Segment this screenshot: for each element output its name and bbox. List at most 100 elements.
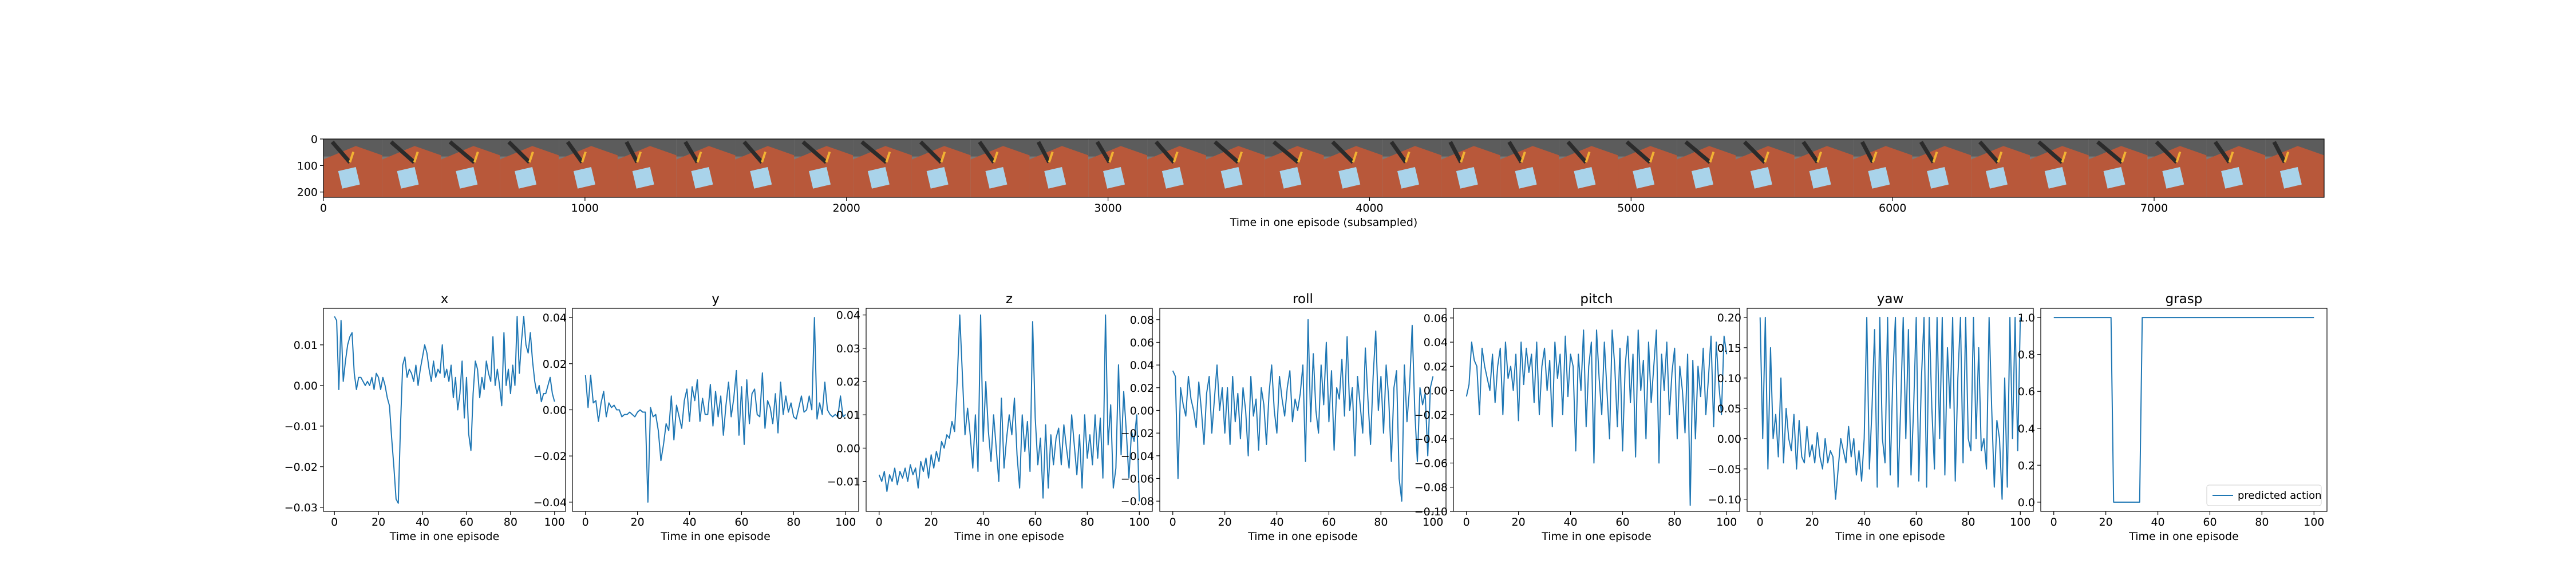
x-tick-label: 4000 bbox=[1356, 202, 1383, 214]
y-tick-label: 0.08 bbox=[1130, 314, 1154, 327]
episode-frame bbox=[1265, 139, 1324, 197]
y-tick-label: 0.00 bbox=[543, 404, 567, 417]
panel-z: 0 20 40 60 80 100 −0.01 0.00 0.01 0.02 0.03 0.04 z Ti… bbox=[827, 292, 1153, 543]
x-tick-label: 5000 bbox=[1617, 202, 1645, 214]
y-tick-label: −0.01 bbox=[827, 476, 860, 488]
episode-frames-strip: 0 1000 2000 3000 4000 5000 6000 7000 0 100 200 Time… bbox=[297, 133, 2325, 229]
plot-frame bbox=[1747, 308, 2034, 512]
y-tick-label: 0.02 bbox=[836, 376, 860, 388]
episode-frame bbox=[676, 139, 736, 197]
plot-frame bbox=[572, 308, 859, 512]
episode-frame bbox=[853, 139, 912, 197]
x-tick-label: 100 bbox=[2010, 516, 2030, 529]
episode-frame bbox=[1912, 139, 1971, 197]
x-tick-label: 80 bbox=[1961, 516, 1975, 529]
series-line bbox=[334, 316, 555, 504]
episode-frame bbox=[735, 139, 795, 197]
episode-frame bbox=[1147, 139, 1206, 197]
episode-frame bbox=[1206, 139, 1265, 197]
episode-frame bbox=[1323, 139, 1383, 197]
y-tick-label: 0.4 bbox=[2018, 423, 2035, 435]
x-tick-label: 7000 bbox=[2140, 202, 2168, 214]
x-tick-label: 20 bbox=[1218, 516, 1232, 529]
series-line bbox=[1172, 319, 1434, 502]
x-tick-label: 100 bbox=[2304, 516, 2324, 529]
y-tick-label: 200 bbox=[297, 186, 318, 199]
series-line bbox=[1759, 316, 2021, 500]
panel-title: z bbox=[1006, 292, 1013, 307]
episode-frame bbox=[911, 139, 971, 197]
y-tick-label: 0.2 bbox=[2018, 459, 2035, 472]
y-tick-label: 0 bbox=[311, 133, 318, 146]
episode-frame bbox=[382, 139, 441, 197]
y-tick-label: −0.03 bbox=[285, 502, 318, 514]
series-line bbox=[2053, 317, 2314, 503]
y-tick-label: −0.08 bbox=[1415, 482, 1448, 494]
panel-x: 0 20 40 60 80 100 −0.03 −0.02 −0.01 0.00 0.01 x Time… bbox=[285, 292, 566, 543]
y-tick-label: 0.01 bbox=[294, 339, 318, 352]
episode-frame bbox=[2088, 139, 2148, 197]
series-line bbox=[878, 314, 1140, 502]
y-tick-label: −0.08 bbox=[1121, 495, 1154, 508]
legend-label: predicted action bbox=[2238, 490, 2322, 502]
episode-frame bbox=[1618, 139, 1677, 197]
episode-frame bbox=[1794, 139, 1854, 197]
x-tick-label: 60 bbox=[1615, 516, 1629, 529]
x-tick-label: 80 bbox=[2255, 516, 2269, 529]
panel-title: grasp bbox=[2166, 292, 2203, 307]
y-tick-label: −0.04 bbox=[534, 496, 567, 509]
y-tick-label: 0.05 bbox=[1717, 403, 1741, 415]
x-tick-label: 0 bbox=[1463, 516, 1470, 529]
y-tick-label: 0.06 bbox=[1424, 312, 1448, 325]
x-tick-label: 20 bbox=[1805, 516, 1819, 529]
y-tick-label: 0.20 bbox=[1717, 312, 1741, 324]
episode-frame bbox=[559, 139, 618, 197]
panel-grasp: 0 20 40 60 80 100 0.0 0.2 0.4 0.6 0.8 1.0 grasp Time … bbox=[2018, 292, 2328, 543]
x-tick-label: 0 bbox=[331, 516, 338, 529]
x-tick-label: 20 bbox=[924, 516, 938, 529]
y-tick-label: 0.00 bbox=[1130, 404, 1154, 417]
x-tick-label: 20 bbox=[2099, 516, 2113, 529]
y-tick-label: 0.6 bbox=[2018, 386, 2035, 398]
panel-title: pitch bbox=[1580, 292, 1613, 307]
panel-title: y bbox=[712, 292, 720, 307]
y-tick-label: 0.00 bbox=[1424, 385, 1448, 398]
x-tick-label: 60 bbox=[460, 516, 473, 529]
y-tick-label: 0.02 bbox=[1424, 360, 1448, 373]
episode-frame bbox=[1559, 139, 1618, 197]
y-tick-label: −0.10 bbox=[1415, 506, 1448, 518]
plot-frame bbox=[1159, 308, 1447, 512]
y-tick-label: 0.02 bbox=[1130, 382, 1154, 395]
x-tick-label: 20 bbox=[1512, 516, 1526, 529]
x-tick-label: 40 bbox=[976, 516, 990, 529]
y-tick-label: 0.10 bbox=[1717, 372, 1741, 385]
y-tick-label: 1.0 bbox=[2018, 312, 2035, 324]
episode-frame bbox=[2030, 139, 2089, 197]
y-tick-label: 0.04 bbox=[1130, 359, 1154, 372]
y-tick-label: 0.06 bbox=[1130, 336, 1154, 349]
episode-frame bbox=[1971, 139, 2030, 197]
x-axis-label: Time in one episode bbox=[389, 530, 500, 543]
y-tick-label: 0.04 bbox=[836, 309, 860, 322]
x-tick-label: 60 bbox=[2203, 516, 2217, 529]
panel-title: roll bbox=[1293, 292, 1313, 307]
episode-frame bbox=[1736, 139, 1795, 197]
y-tick-label: 0.00 bbox=[1717, 433, 1741, 446]
x-tick-label: 80 bbox=[1668, 516, 1681, 529]
x-tick-label: 100 bbox=[835, 516, 856, 529]
x-axis-label: Time in one episode bbox=[1247, 530, 1358, 543]
x-tick-label: 40 bbox=[1857, 516, 1871, 529]
action-panels: 0 20 40 60 80 100−0.03−0.02−0.010.000.01xTime… bbox=[285, 292, 2328, 543]
y-tick-label: −0.02 bbox=[285, 461, 318, 474]
panel-title: yaw bbox=[1877, 292, 1904, 307]
x-tick-label: 80 bbox=[1080, 516, 1094, 529]
x-tick-label: 20 bbox=[372, 516, 385, 529]
x-axis-label: Time in one episode bbox=[660, 530, 771, 543]
y-tick-label: −0.02 bbox=[1121, 427, 1154, 440]
y-tick-label: 0.01 bbox=[836, 409, 860, 422]
episode-frame bbox=[2206, 139, 2266, 197]
episode-frame bbox=[441, 139, 500, 197]
legend-box bbox=[2206, 484, 2322, 506]
y-tick-label: 0.02 bbox=[543, 358, 567, 371]
x-tick-label: 0 bbox=[2050, 516, 2057, 529]
